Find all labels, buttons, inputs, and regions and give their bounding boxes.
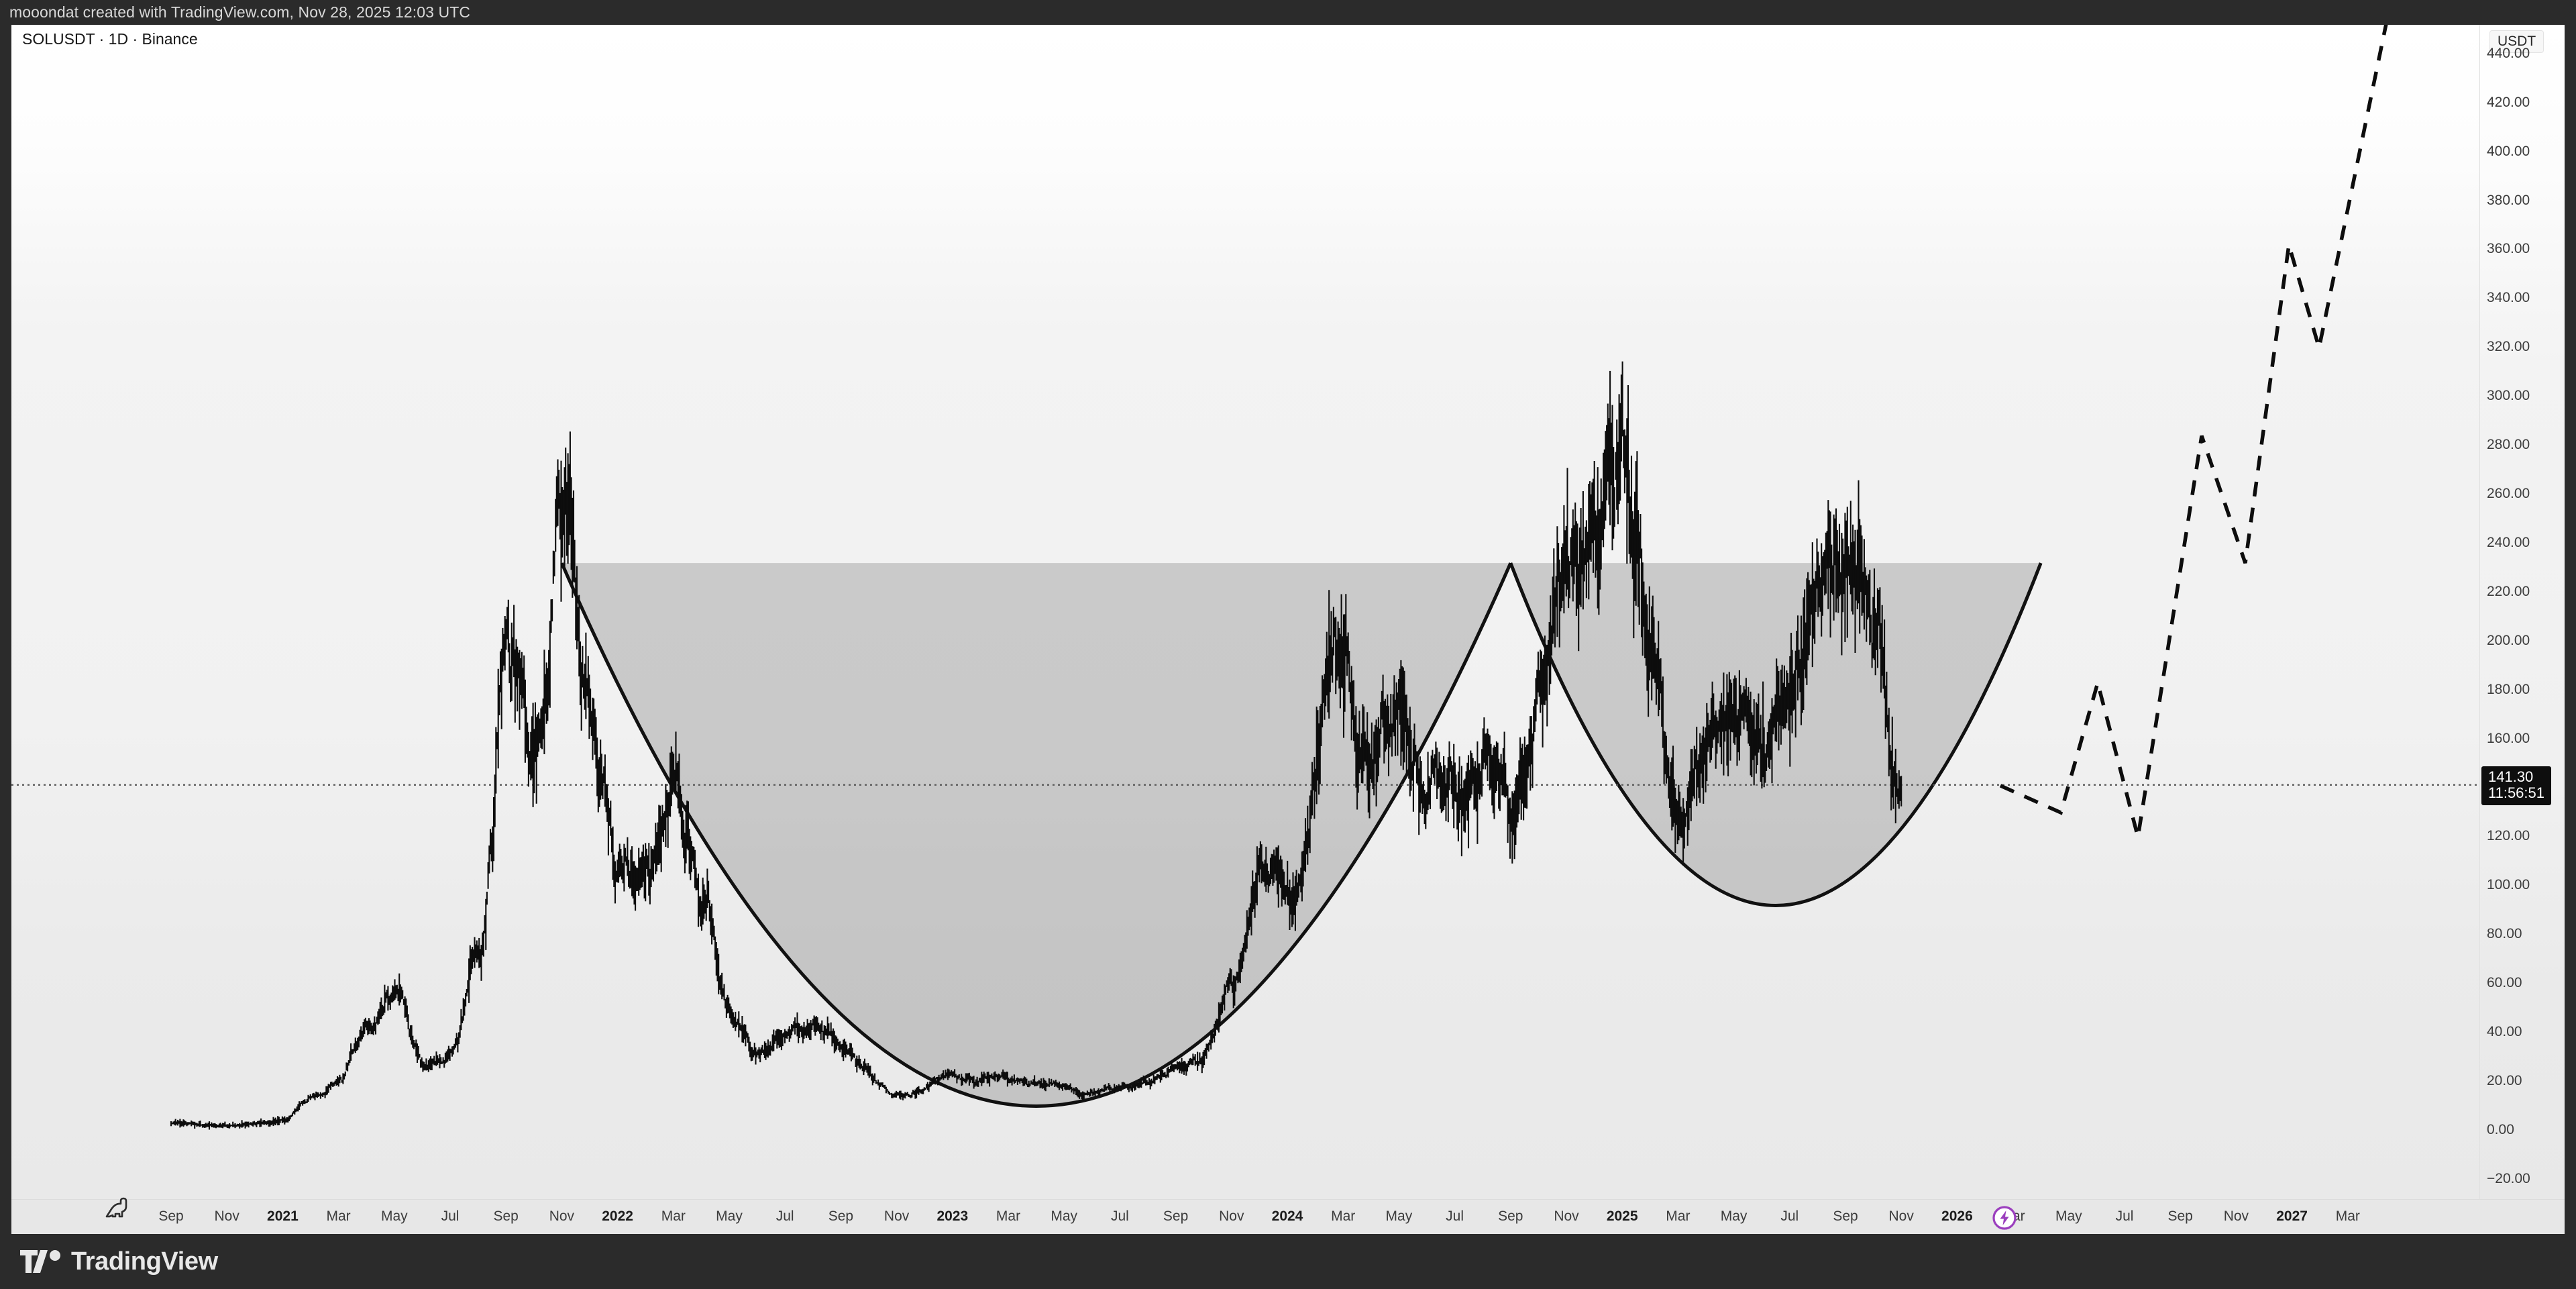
arc-fill-group bbox=[561, 563, 2041, 1106]
time-tick: May bbox=[1051, 1208, 1078, 1224]
time-tick: 2023 bbox=[936, 1208, 969, 1224]
last-price-value: 141.30 bbox=[2488, 768, 2534, 785]
time-tick: 2027 bbox=[2276, 1208, 2308, 1224]
price-plot-svg bbox=[11, 25, 2479, 1130]
time-tick: 2024 bbox=[1271, 1208, 1303, 1224]
time-tick: Sep bbox=[493, 1208, 519, 1224]
price-tick: 200.00 bbox=[2487, 632, 2530, 648]
last-price-time: 11:56:51 bbox=[2488, 784, 2545, 802]
price-tick: 40.00 bbox=[2487, 1024, 2522, 1040]
time-tick: Mar bbox=[996, 1208, 1021, 1224]
time-tick: Mar bbox=[1666, 1208, 1690, 1224]
price-tick: 0.00 bbox=[2487, 1121, 2514, 1137]
price-tick: 280.00 bbox=[2487, 437, 2530, 453]
price-tick: 160.00 bbox=[2487, 730, 2530, 746]
time-tick: Jul bbox=[1110, 1208, 1129, 1224]
time-tick: Mar bbox=[2335, 1208, 2360, 1224]
time-tick: Sep bbox=[1833, 1208, 1858, 1224]
price-tick: 100.00 bbox=[2487, 877, 2530, 893]
time-tick: 2026 bbox=[1941, 1208, 1973, 1224]
price-tick: 80.00 bbox=[2487, 926, 2522, 942]
symbol-legend[interactable]: SOLUSDT · 1D · Binance bbox=[22, 30, 198, 48]
time-tick: 2022 bbox=[602, 1208, 633, 1224]
watermark-bar: mooondat created with TradingView.com, N… bbox=[0, 0, 2576, 25]
price-tick: 440.00 bbox=[2487, 45, 2530, 61]
time-tick: May bbox=[2055, 1208, 2082, 1224]
last-price-badge[interactable]: 141.30 11:56:51 bbox=[2481, 766, 2552, 805]
time-tick: Jul bbox=[1446, 1208, 1464, 1224]
time-tick: May bbox=[1385, 1208, 1413, 1224]
time-tick: Sep bbox=[158, 1208, 184, 1224]
price-tick: 260.00 bbox=[2487, 486, 2530, 501]
price-tick: −20.00 bbox=[2487, 1170, 2530, 1186]
time-scale[interactable]: Sep Nov 2021 Mar May Jul Sep Nov 2022 Mar May Jul Se… bbox=[11, 1199, 2565, 1234]
time-tick: Jul bbox=[775, 1208, 794, 1224]
time-tick: Nov bbox=[883, 1208, 910, 1224]
time-tick: Sep bbox=[1163, 1208, 1189, 1224]
price-tick: 180.00 bbox=[2487, 681, 2530, 697]
price-tick: 300.00 bbox=[2487, 388, 2530, 404]
tradingview-logo-icon bbox=[20, 1250, 60, 1273]
price-tick: 20.00 bbox=[2487, 1073, 2522, 1088]
ohlc-bar-series bbox=[170, 361, 1902, 1130]
time-tick: Mar bbox=[661, 1208, 686, 1224]
tradingview-logo[interactable]: TradingView bbox=[20, 1247, 218, 1276]
time-tick: 2021 bbox=[267, 1208, 299, 1224]
left-gutter bbox=[0, 25, 11, 1234]
price-tick: 400.00 bbox=[2487, 143, 2530, 159]
time-tick: May bbox=[716, 1208, 743, 1224]
arc-outline-2[interactable] bbox=[1509, 562, 2043, 907]
price-tick: 60.00 bbox=[2487, 975, 2522, 991]
time-tick: Jul bbox=[441, 1208, 460, 1224]
time-tick: Nov bbox=[1888, 1208, 1914, 1224]
tradingview-wordmark: TradingView bbox=[71, 1247, 218, 1276]
price-scale[interactable]: USDT 440.00 420.00 400.00 380.00 360.00 340.0… bbox=[2479, 25, 2565, 1234]
time-tick: Nov bbox=[1219, 1208, 1244, 1224]
price-tick: 120.00 bbox=[2487, 828, 2530, 844]
watermark-credit: mooondat created with TradingView.com, N… bbox=[9, 3, 471, 21]
time-tick: Jul bbox=[2115, 1208, 2134, 1224]
price-tick: 380.00 bbox=[2487, 192, 2530, 208]
time-tick: Sep bbox=[828, 1208, 854, 1224]
price-pane[interactable]: SOLUSDT · 1D · Binance bbox=[11, 25, 2479, 1230]
time-tick: May bbox=[1720, 1208, 1748, 1224]
time-tick: Sep bbox=[2167, 1208, 2193, 1224]
time-tick: Nov bbox=[2223, 1208, 2249, 1224]
time-tick: Nov bbox=[549, 1208, 575, 1224]
brand-bar: TradingView bbox=[0, 1234, 2576, 1289]
time-tick: May bbox=[380, 1208, 408, 1224]
time-tick: 2025 bbox=[1606, 1208, 1638, 1224]
time-tick: Nov bbox=[1554, 1208, 1579, 1224]
time-tick: Mar bbox=[1331, 1208, 1356, 1224]
chart-container[interactable]: SOLUSDT · 1D · Binance USDT 440.00 420.00… bbox=[11, 25, 2565, 1234]
time-tick: Jul bbox=[1780, 1208, 1799, 1224]
arc-outline-1[interactable] bbox=[560, 562, 1513, 1108]
price-tick: 360.00 bbox=[2487, 241, 2530, 257]
time-tick: Mar bbox=[326, 1208, 351, 1224]
price-tick: 320.00 bbox=[2487, 339, 2530, 355]
right-gutter bbox=[2565, 25, 2576, 1234]
arc-outline-group bbox=[560, 562, 2043, 1108]
price-tick: 220.00 bbox=[2487, 583, 2530, 599]
price-tick: 420.00 bbox=[2487, 94, 2530, 110]
arc-fill-1 bbox=[561, 563, 1511, 1106]
currency-badge[interactable]: USDT bbox=[2489, 30, 2544, 53]
projection-path bbox=[1999, 25, 2388, 838]
time-tick: Nov bbox=[214, 1208, 239, 1224]
price-tick: 240.00 bbox=[2487, 534, 2530, 550]
price-tick: 340.00 bbox=[2487, 290, 2530, 306]
time-tick: Sep bbox=[1498, 1208, 1523, 1224]
